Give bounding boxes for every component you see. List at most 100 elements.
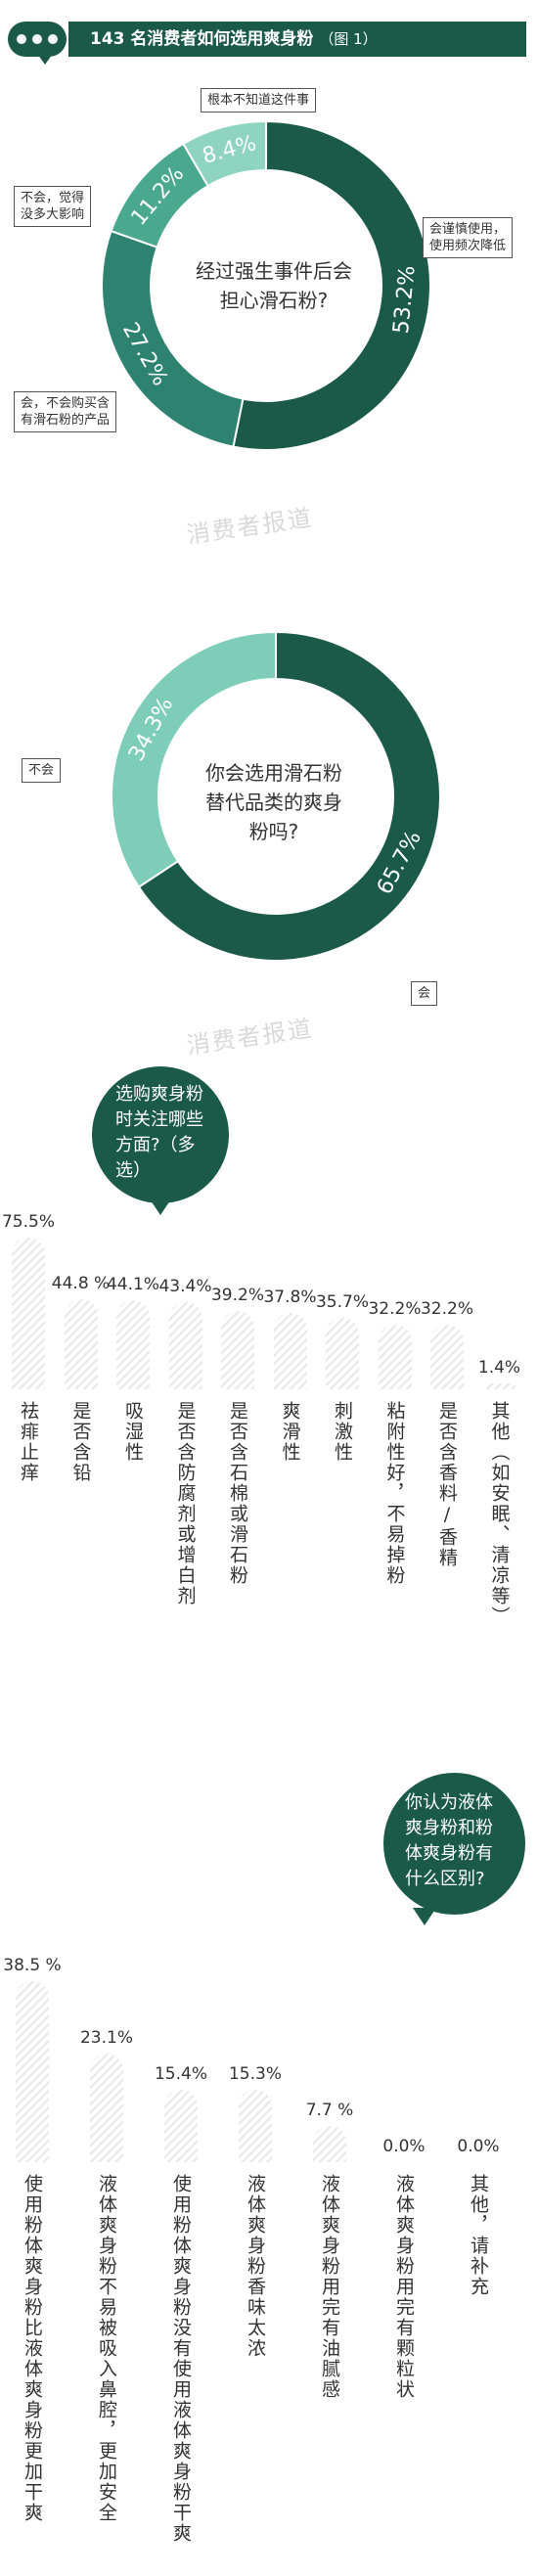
bar-category-label: 是否含防腐剂或增白剂	[174, 1401, 197, 1606]
bubble-line: 时关注哪些	[115, 1109, 203, 1130]
bar-value-label: 0.0%	[457, 2137, 500, 2156]
callout-text: 根本不知道这件事	[207, 93, 310, 108]
bar-category-label: 是否含铅	[69, 1401, 92, 1483]
bubble-line: 体爽身粉有	[405, 1843, 493, 1864]
donut-slice	[111, 630, 277, 889]
bar-value-label: 75.5%	[1, 1212, 55, 1232]
bar	[12, 1238, 45, 1389]
donut-slice	[232, 119, 431, 451]
bar-category-label: 液体爽身粉用完有油腻感	[319, 2174, 340, 2400]
callout-text: 没多大影响	[21, 207, 85, 222]
bar	[16, 1981, 49, 2162]
callout-text: 不会，觉得	[21, 191, 85, 205]
bar-category-label: 使用粉体爽身粉比液体爽身粉更加干爽	[22, 2174, 43, 2523]
bar	[239, 2090, 272, 2162]
bar-value-label: 32.2%	[368, 1298, 422, 1319]
bar-value-label: 39.2%	[210, 1285, 264, 1305]
bar-value-label: 7.7 %	[305, 2101, 354, 2120]
callout-text: 使用频次降低	[429, 239, 507, 253]
bar-category-label: 祛痱止痒	[18, 1401, 39, 1483]
donut-chart-2: 65.7%34.3%	[111, 630, 441, 962]
donut1-center-text: 经过强生事件后会 担心滑石粉?	[176, 256, 372, 315]
bar-category-label: 是否含香料/香精	[436, 1401, 458, 1568]
bar-chart-1: 75.5% 祛痱止痒 44.8 % 是否含铅 44.1% 吸湿性 43.4% 是否含防腐剂或增…	[0, 1212, 538, 1741]
bubble-text: 选购爽身粉 时关注哪些 方面?（多 选）	[115, 1082, 213, 1184]
bar-category-label: 刺激性	[332, 1401, 353, 1463]
bar	[116, 1300, 150, 1389]
bar-value-label: 44.1%	[106, 1275, 159, 1295]
bar	[313, 2126, 346, 2162]
bar	[430, 1324, 464, 1389]
bar-category-label: 吸湿性	[122, 1401, 144, 1463]
donut2-center-line: 粉吗?	[248, 820, 299, 843]
donut-chart-1: 53.2%27.2%11.2%8.4%	[101, 119, 431, 451]
callout-no-purchase: 会，不会购买含 有滑石粉的产品	[14, 391, 117, 432]
donut2-center-text: 你会选用滑石粉 替代品类的爽身 粉吗?	[186, 758, 362, 846]
bar1-question-bubble: 选购爽身粉 时关注哪些 方面?（多 选）	[92, 1066, 229, 1215]
bar-value-label: 32.2%	[420, 1298, 473, 1319]
callout-text: 不会	[28, 763, 55, 778]
bar-category-label: 爽滑性	[279, 1401, 301, 1463]
bar	[326, 1317, 359, 1389]
callout-text: 会	[418, 986, 431, 1001]
bubble-tail	[413, 1908, 436, 1925]
donut1-center-line: 担心滑石粉?	[219, 289, 329, 312]
bar	[273, 1313, 307, 1389]
bar-category-label: 液体爽身粉用完有颗粒状	[393, 2174, 415, 2400]
bar-value-label: 44.8 %	[51, 1274, 111, 1294]
bar-value-label: 23.1%	[79, 2028, 133, 2048]
watermark: 消费者报道	[185, 504, 315, 549]
bar-category-label: 其他，请补充	[468, 2174, 489, 2297]
bar-value-label: 37.8%	[263, 1288, 317, 1308]
bar-category-label: 液体爽身粉不易被吸入鼻腔，更加安全	[96, 2174, 117, 2523]
donut-slice	[182, 119, 267, 188]
bubble-line: 什么区别?	[405, 1869, 485, 1889]
callout-wont: 不会	[22, 758, 62, 783]
bar-value-label: 38.5 %	[3, 1956, 62, 1975]
page-title: 143 名消费者如何选用爽身粉 （图 1）	[68, 22, 526, 57]
title-text: 143 名消费者如何选用爽身粉	[90, 29, 314, 49]
dot-icon	[17, 34, 26, 44]
callout-cautious: 会谨慎使用， 使用频次降低	[423, 217, 514, 258]
bar-value-label: 43.4%	[158, 1276, 212, 1296]
bar	[64, 1299, 98, 1389]
bubble-tail	[149, 1198, 172, 1215]
bubble-line: 选）	[115, 1160, 151, 1181]
callout-no-impact: 不会，觉得 没多大影响	[14, 186, 92, 227]
bar-category-label: 液体爽身粉香味太浓	[245, 2174, 266, 2359]
bar-value-label: 15.3%	[228, 2064, 282, 2085]
bar2-question-bubble: 你认为液体 爽身粉和粉 体爽身粉有 什么区别?	[383, 1773, 525, 1925]
bar-category-label: 使用粉体爽身粉没有使用液体爽身粉干爽	[170, 2174, 192, 2544]
bar	[168, 1301, 202, 1389]
dot-icon	[32, 34, 42, 44]
bubble-line: 你认为液体	[405, 1792, 493, 1813]
bubble-line: 选购爽身粉	[115, 1084, 203, 1105]
bar-value-label: 0.0%	[382, 2137, 426, 2156]
callout-text: 有滑石粉的产品	[21, 413, 111, 428]
callout-will: 会	[411, 981, 438, 1006]
figure-number: （图 1）	[319, 30, 378, 48]
bar-category-label: 其他（如安眠、清凉等）	[488, 1401, 511, 1627]
bubble-line: 方面?（多	[115, 1135, 196, 1155]
donut1-center-line: 经过强生事件后会	[196, 259, 352, 283]
bar	[221, 1310, 254, 1389]
chat-bubble-tail	[35, 51, 55, 65]
bar-value-label: 35.7%	[315, 1291, 369, 1312]
donut-slice	[137, 630, 441, 962]
bar	[164, 2090, 198, 2162]
header: 143 名消费者如何选用爽身粉 （图 1）	[0, 22, 538, 65]
dot-icon	[48, 34, 58, 44]
bar	[90, 2054, 123, 2162]
bar-category-label: 粘附性好，不易掉粉	[383, 1401, 406, 1586]
bar	[482, 1383, 516, 1389]
bar-category-label: 是否含石棉或滑石粉	[227, 1401, 248, 1586]
bubble-line: 爽身粉和粉	[405, 1818, 493, 1838]
bar-chart-2: 38.5 % 使用粉体爽身粉比液体爽身粉更加干爽 23.1% 液体爽身粉不易被吸入鼻腔…	[0, 1918, 538, 2573]
callout-text: 会谨慎使用，	[429, 222, 507, 237]
bubble-text: 你认为液体 爽身粉和粉 体爽身粉有 什么区别?	[405, 1790, 513, 1892]
bar-value-label: 15.4%	[154, 2064, 207, 2084]
callout-unaware: 根本不知道这件事	[201, 88, 317, 113]
callout-text: 会，不会购买含	[21, 396, 111, 411]
bar-value-label: 1.4%	[477, 1358, 521, 1378]
donut2-center-line: 替代品类的爽身	[205, 791, 342, 814]
